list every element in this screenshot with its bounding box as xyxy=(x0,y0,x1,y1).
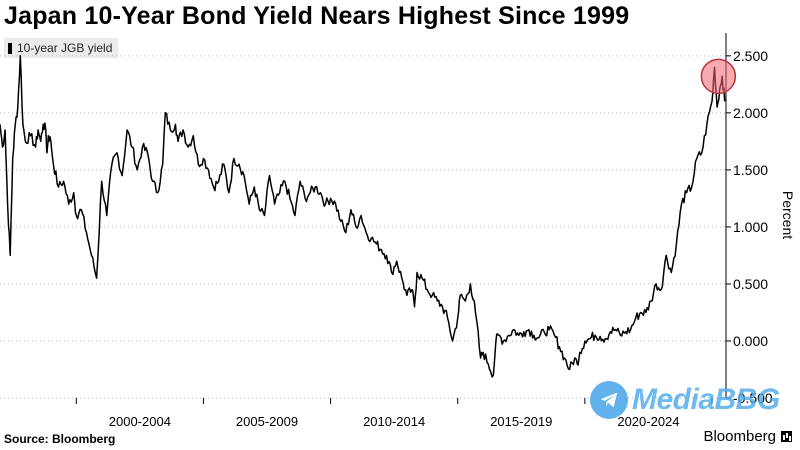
telegram-icon xyxy=(590,381,628,419)
y-tick-label: 2.500 xyxy=(733,48,768,64)
legend-label: 10-year JGB yield xyxy=(17,41,113,55)
brand-logo: Bloomberg xyxy=(703,428,792,445)
axis-layer xyxy=(75,33,731,404)
x-tick-label: 2010-2014 xyxy=(363,414,425,429)
grid-layer xyxy=(0,55,726,399)
x-tick-label: 2015-2019 xyxy=(490,414,552,429)
y-tick-label: 0.500 xyxy=(733,276,768,292)
watermark-text: MediaBBG xyxy=(632,383,780,416)
y-tick-label: -0.500 xyxy=(733,390,773,406)
legend-swatch xyxy=(8,42,12,54)
series-layer xyxy=(0,55,726,378)
series-line xyxy=(0,55,726,378)
brand-name: Bloomberg xyxy=(703,428,776,445)
watermark: MediaBBG xyxy=(590,380,780,420)
legend: 10-year JGB yield xyxy=(4,38,119,58)
y-tick-label: 1.000 xyxy=(733,219,768,235)
chart-title: Japan 10-Year Bond Yield Nears Highest S… xyxy=(4,2,630,30)
x-tick-label: 2000-2004 xyxy=(109,414,171,429)
x-tick-label: 2005-2009 xyxy=(236,414,298,429)
source-note: Source: Bloomberg xyxy=(4,432,116,446)
y-tick-label: 0.000 xyxy=(733,333,768,349)
y-tick-label: 1.500 xyxy=(733,162,768,178)
x-tick-label: 2020-2024 xyxy=(617,414,679,429)
highlight-circle xyxy=(700,58,737,95)
highlight-layer xyxy=(700,58,737,95)
y-axis-label: Percent xyxy=(780,191,796,239)
y-tick-label: 2.000 xyxy=(733,105,768,121)
bloomberg-icon xyxy=(781,431,792,442)
label-layer: -0.500 0.000 0.500 1.000 1.500 2.000 2.500 2000… xyxy=(109,48,773,429)
